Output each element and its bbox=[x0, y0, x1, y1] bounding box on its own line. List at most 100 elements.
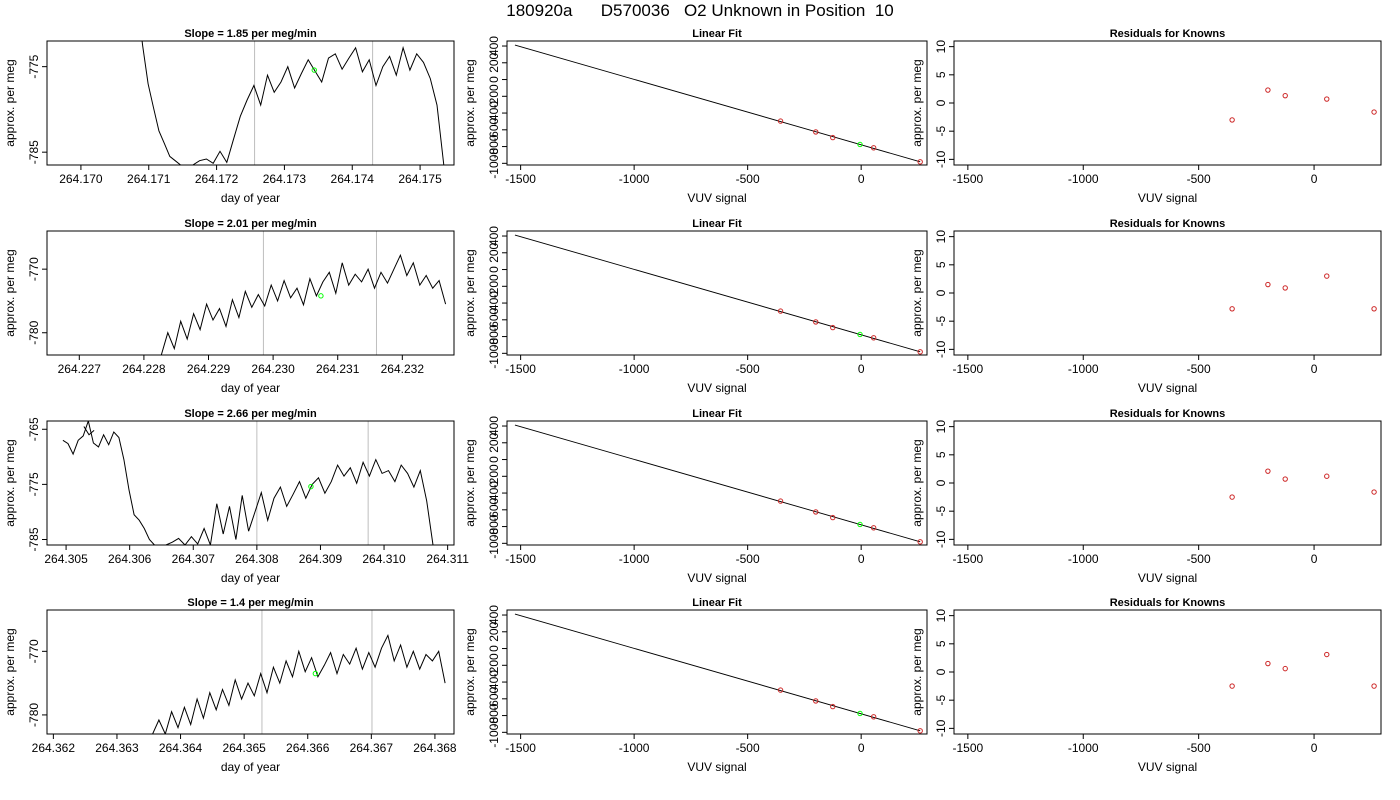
y-tick-label: -785 bbox=[27, 527, 41, 551]
y-axis-label: approx. per meg bbox=[3, 439, 17, 526]
known-point bbox=[1371, 306, 1377, 312]
known-point bbox=[1282, 92, 1288, 99]
y-tick-label: 5 bbox=[934, 640, 948, 647]
y-tick-label: 0 bbox=[487, 645, 501, 652]
x-tick-label: -500 bbox=[1187, 362, 1211, 376]
known-point bbox=[870, 335, 877, 341]
known-point bbox=[813, 319, 819, 325]
chart-panel: Slope = 1.4 per meg/min 264.362 264.363 264… bbox=[3, 597, 457, 774]
known-point bbox=[1324, 273, 1330, 279]
plot-frame bbox=[506, 230, 928, 356]
panel-title: Residuals for Knowns bbox=[1110, 28, 1226, 40]
x-tick-label: -1000 bbox=[1068, 362, 1099, 376]
unknown-point bbox=[857, 521, 863, 528]
x-tick-label: 264.365 bbox=[222, 741, 266, 755]
panel-title: Slope = 2.01 per meg/min bbox=[184, 218, 317, 230]
x-tick-label: -1000 bbox=[619, 552, 650, 566]
unknown-marker bbox=[311, 67, 317, 73]
x-axis-label: VUV signal bbox=[687, 381, 746, 395]
y-axis-label: approx. per meg bbox=[910, 249, 924, 336]
y-tick-label: 5 bbox=[934, 71, 948, 78]
plot-frame bbox=[506, 609, 928, 735]
y-tick-label: -200 bbox=[487, 653, 501, 677]
y-tick-label: -775 bbox=[27, 472, 41, 496]
plot-frame bbox=[506, 40, 928, 166]
x-tick-label: 264.367 bbox=[350, 741, 394, 755]
x-tick-label: 264.174 bbox=[331, 172, 375, 186]
y-tick-label: -770 bbox=[27, 639, 41, 663]
series-line bbox=[141, 41, 181, 165]
x-tick-label: -1500 bbox=[952, 741, 983, 755]
known-point bbox=[1265, 660, 1271, 667]
x-tick-label: -1000 bbox=[619, 741, 650, 755]
x-tick-label: 264.363 bbox=[95, 741, 139, 755]
x-tick-label: -1500 bbox=[952, 552, 983, 566]
y-tick-label: 400 bbox=[487, 416, 501, 436]
y-tick-label: -5 bbox=[934, 695, 948, 706]
x-axis-label: VUV signal bbox=[687, 760, 746, 774]
y-tick-label: -1000 bbox=[487, 717, 501, 748]
known-point bbox=[1324, 473, 1330, 479]
y-tick-label: 400 bbox=[487, 226, 501, 246]
y-tick-label: -200 bbox=[487, 84, 501, 108]
y-axis-label: approx. per meg bbox=[463, 249, 477, 336]
known-point bbox=[1265, 87, 1271, 93]
x-axis-label: VUV signal bbox=[687, 571, 746, 585]
unknown-point bbox=[857, 710, 863, 717]
y-tick-label: 200 bbox=[487, 621, 501, 641]
y-axis-label: approx. per meg bbox=[910, 59, 924, 146]
y-tick-label: 5 bbox=[934, 451, 948, 458]
y-tick-label: -400 bbox=[487, 670, 501, 694]
known-point bbox=[777, 308, 784, 314]
x-tick-label: 264.171 bbox=[127, 172, 171, 186]
known-point bbox=[1324, 651, 1330, 658]
x-tick-label: 264.305 bbox=[44, 552, 88, 566]
y-tick-label: -800 bbox=[487, 134, 501, 158]
x-tick-label: -500 bbox=[1187, 552, 1211, 566]
x-tick-label: -1500 bbox=[952, 362, 983, 376]
y-tick-label: -785 bbox=[27, 140, 41, 164]
y-tick-label: -600 bbox=[487, 497, 501, 521]
x-tick-label: 264.306 bbox=[108, 552, 152, 566]
x-tick-label: -1500 bbox=[952, 172, 983, 186]
known-point bbox=[777, 687, 784, 693]
chart-panel: Residuals for Knowns -1500 -1000 -500 0 -10 -5… bbox=[910, 408, 1382, 585]
y-tick-label: 200 bbox=[487, 52, 501, 72]
x-tick-label: 264.307 bbox=[172, 552, 216, 566]
known-point bbox=[870, 714, 877, 720]
known-point bbox=[917, 159, 923, 165]
plot-frame bbox=[46, 609, 455, 735]
y-tick-label: 400 bbox=[487, 605, 501, 625]
plot-frame bbox=[506, 420, 928, 546]
y-tick-label: -10 bbox=[934, 530, 948, 548]
x-tick-label: -1000 bbox=[1068, 172, 1099, 186]
y-tick-label: -400 bbox=[487, 101, 501, 125]
y-tick-label: -600 bbox=[487, 686, 501, 710]
chart-panel: Linear Fit -1500 -1000 -500 0 -1000 -600 -200 20… bbox=[463, 597, 928, 774]
y-tick-label: -10 bbox=[934, 340, 948, 358]
x-tick-label: 0 bbox=[1311, 172, 1318, 186]
y-tick-label: -400 bbox=[487, 291, 501, 315]
panel-title: Residuals for Knowns bbox=[1110, 408, 1226, 420]
x-tick-label: -1500 bbox=[505, 362, 536, 376]
y-tick-label: -5 bbox=[934, 316, 948, 327]
chart-panel: Residuals for Knowns -1500 -1000 -500 0 -10 -5… bbox=[910, 218, 1382, 395]
y-tick-label: 200 bbox=[487, 432, 501, 452]
y-tick-label: 0 bbox=[934, 479, 948, 486]
y-axis-label: approx. per meg bbox=[3, 59, 17, 146]
y-tick-label: 400 bbox=[487, 36, 501, 56]
y-axis-label: approx. per meg bbox=[3, 628, 17, 715]
plot-frame bbox=[46, 40, 455, 166]
known-point bbox=[777, 498, 784, 504]
unknown-marker bbox=[308, 483, 314, 490]
series-line bbox=[62, 421, 155, 545]
figure-title: 180920a D570036 O2 Unknown in Position 1… bbox=[506, 1, 894, 20]
known-point bbox=[917, 539, 923, 545]
x-tick-label: -500 bbox=[736, 552, 760, 566]
plot-frame bbox=[46, 230, 455, 356]
known-point bbox=[1229, 683, 1235, 689]
known-point bbox=[917, 728, 923, 734]
y-tick-label: -775 bbox=[27, 54, 41, 78]
known-point bbox=[1371, 683, 1377, 689]
